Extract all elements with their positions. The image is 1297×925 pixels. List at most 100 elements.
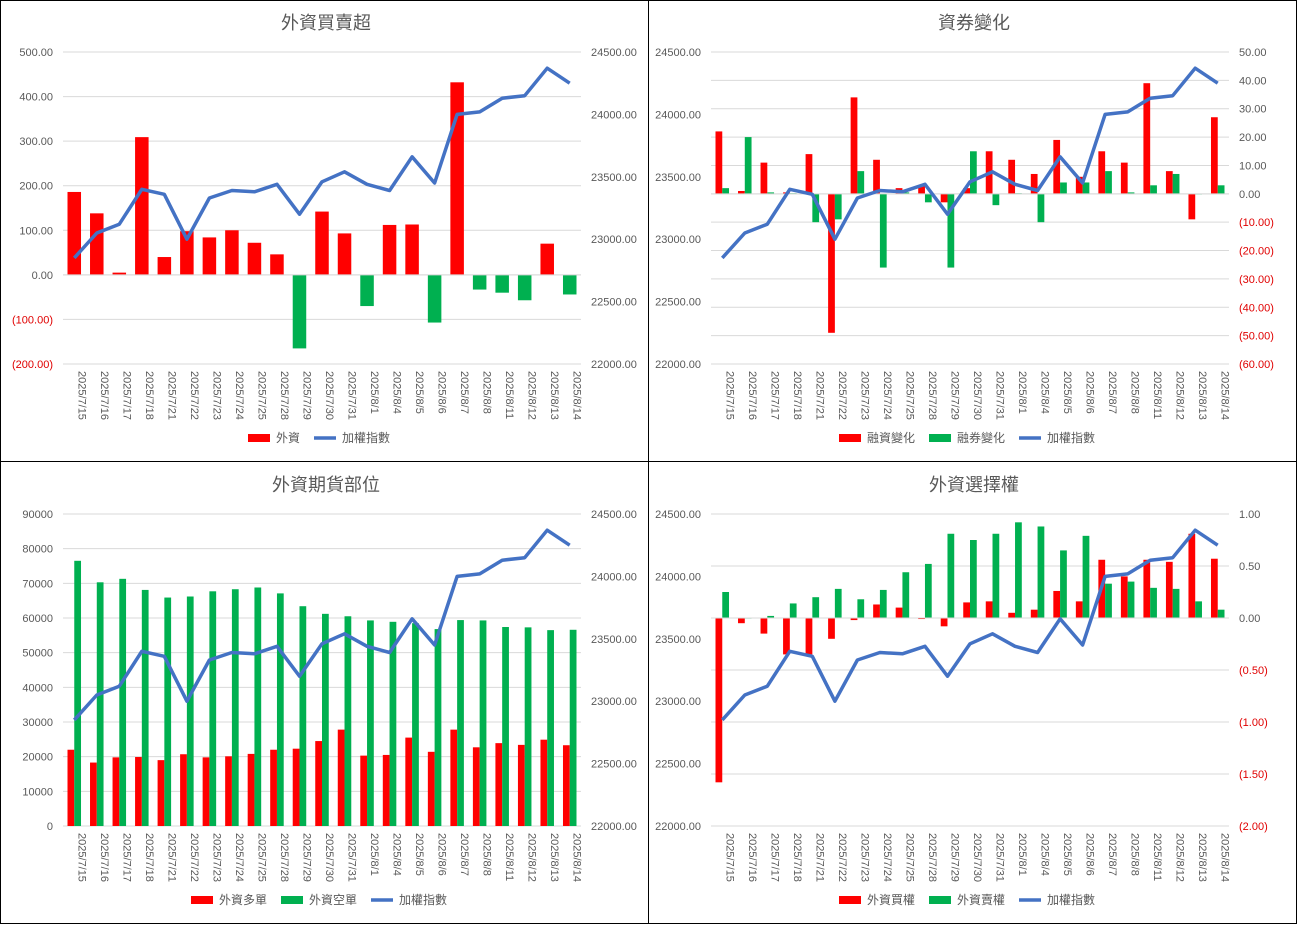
chart-margin-short: 資券變化 22000.00 22500.00 23000.00 23500.00 2400… [655, 13, 1274, 445]
bar-外資空單 [434, 629, 442, 826]
right-axis-tick-label: 20.00 [1239, 132, 1267, 144]
bar-融資變化 [1075, 176, 1083, 194]
left-axis-tick-label: 40000 [22, 682, 53, 694]
bar-外資 [450, 82, 464, 275]
date-tick-label: 2025/7/24 [881, 833, 893, 882]
date-tick-label: 2025/7/24 [233, 833, 245, 882]
bar-外資賣權 [1217, 609, 1225, 618]
right-axis-tick-label: 23500.00 [591, 634, 637, 646]
bar-外資空單 [74, 560, 82, 826]
date-tick-label: 2025/7/15 [723, 833, 735, 882]
date-tick-label: 2025/8/14 [571, 371, 583, 420]
chart-foreign-options: 外資選擇權 22000.00 22500.00 23000.00 23500.00 240… [655, 475, 1268, 907]
date-tick-label: 2025/7/18 [791, 833, 803, 882]
date-tick-label: 2025/7/21 [165, 833, 177, 882]
bar-融資變化 [1188, 193, 1196, 220]
bar-外資賣權 [1037, 526, 1045, 618]
bar-外資 [270, 254, 284, 275]
bar-外資賣權 [1172, 588, 1180, 618]
right-axis-tick-label: 24000.00 [591, 571, 637, 583]
date-tick-label: 2025/8/8 [1129, 371, 1141, 414]
bar-外資空單 [389, 621, 397, 826]
date-tick-label: 2025/8/13 [548, 833, 560, 882]
legend-swatch [248, 434, 270, 442]
legend-label: 外資多單 [219, 893, 267, 907]
left-axis-tick-label: 300.00 [19, 136, 53, 148]
date-tick-label: 2025/7/25 [255, 371, 267, 420]
date-tick-label: 2025/7/30 [323, 833, 335, 882]
date-tick-label: 2025/8/12 [526, 833, 538, 882]
bar-外資 [427, 274, 442, 323]
date-tick-label: 2025/7/31 [994, 833, 1006, 882]
date-tick-label: 2025/8/7 [1106, 371, 1118, 414]
bar-融券變化 [879, 193, 887, 268]
bar-外資買權 [1210, 558, 1218, 618]
bar-融資變化 [1053, 139, 1061, 194]
date-tick-label: 2025/7/28 [278, 833, 290, 882]
right-axis-tick-label: 1.00 [1239, 509, 1260, 521]
date-tick-label: 2025/7/25 [903, 371, 915, 420]
bar-外資多單 [225, 756, 232, 826]
right-axis-tick-label: 22500.00 [591, 759, 637, 771]
bar-外資買權 [715, 618, 723, 783]
right-axis-tick-label: 22000.00 [591, 359, 637, 371]
bar-外資賣權 [857, 599, 865, 618]
bar-融資變化 [1098, 151, 1106, 194]
chart-title: 資券變化 [938, 13, 1010, 33]
date-tick-label: 2025/7/16 [746, 371, 758, 420]
date-tick-label: 2025/8/4 [1039, 371, 1051, 414]
date-tick-label: 2025/7/23 [858, 833, 870, 882]
right-axis-tick-label: 24500.00 [591, 509, 637, 521]
bar-外資多單 [360, 755, 368, 826]
date-tick-label: 2025/8/11 [1151, 833, 1163, 881]
date-tick-label: 2025/8/7 [1106, 833, 1118, 876]
bar-外資買權 [738, 618, 745, 624]
date-tick-label: 2025/7/31 [346, 371, 358, 420]
date-tick-label: 2025/8/8 [1129, 833, 1141, 876]
date-tick-label: 2025/7/16 [98, 833, 110, 882]
bar-外資賣權 [947, 533, 955, 618]
bar-外資 [90, 213, 104, 275]
right-axis-tick-label: (40.00) [1239, 302, 1274, 314]
bar-外資空單 [322, 613, 329, 826]
date-tick-label: 2025/7/18 [791, 371, 803, 420]
bar-融券變化 [1217, 185, 1225, 194]
date-tick-label: 2025/8/7 [458, 833, 470, 876]
right-axis-tick-label: 23000.00 [591, 234, 637, 246]
bar-外資空單 [96, 582, 104, 826]
bar-外資買權 [963, 602, 970, 618]
bar-融券變化 [722, 188, 730, 194]
bar-融資變化 [1008, 159, 1016, 194]
date-tick-label: 2025/7/29 [948, 833, 960, 882]
date-tick-label: 2025/8/8 [481, 371, 493, 414]
bar-外資 [225, 230, 239, 275]
bar-外資 [540, 243, 554, 275]
bar-外資買權 [1188, 533, 1196, 618]
bar-融券變化 [1127, 192, 1135, 194]
left-axis-tick-label: 10000 [22, 786, 53, 798]
bar-外資 [315, 211, 329, 275]
bar-外資買權 [895, 607, 903, 618]
bar-外資 [247, 242, 262, 275]
bar-外資 [337, 233, 352, 275]
bar-外資空單 [412, 623, 419, 826]
left-axis-tick-label: (200.00) [12, 359, 53, 371]
bar-外資空單 [299, 606, 307, 826]
date-tick-label: 2025/8/13 [548, 371, 560, 420]
bar-外資 [135, 137, 149, 275]
date-tick-label: 2025/8/7 [458, 371, 470, 414]
bar-融資變化 [1120, 162, 1128, 194]
bar-融資變化 [715, 131, 723, 194]
date-tick-label: 2025/8/6 [436, 371, 448, 414]
date-tick-label: 2025/7/21 [813, 371, 825, 420]
date-tick-label: 2025/7/25 [903, 833, 915, 882]
index-line [73, 528, 571, 722]
legend-label: 外資賣權 [957, 892, 1005, 907]
bar-外資多單 [540, 739, 548, 826]
date-tick-label: 2025/8/11 [503, 371, 515, 419]
bar-融資變化 [918, 185, 925, 194]
bar-外資空單 [367, 620, 374, 826]
bar-外資買權 [1030, 609, 1038, 618]
left-axis-tick-label: 60000 [22, 613, 53, 625]
bar-外資賣權 [1127, 581, 1135, 618]
